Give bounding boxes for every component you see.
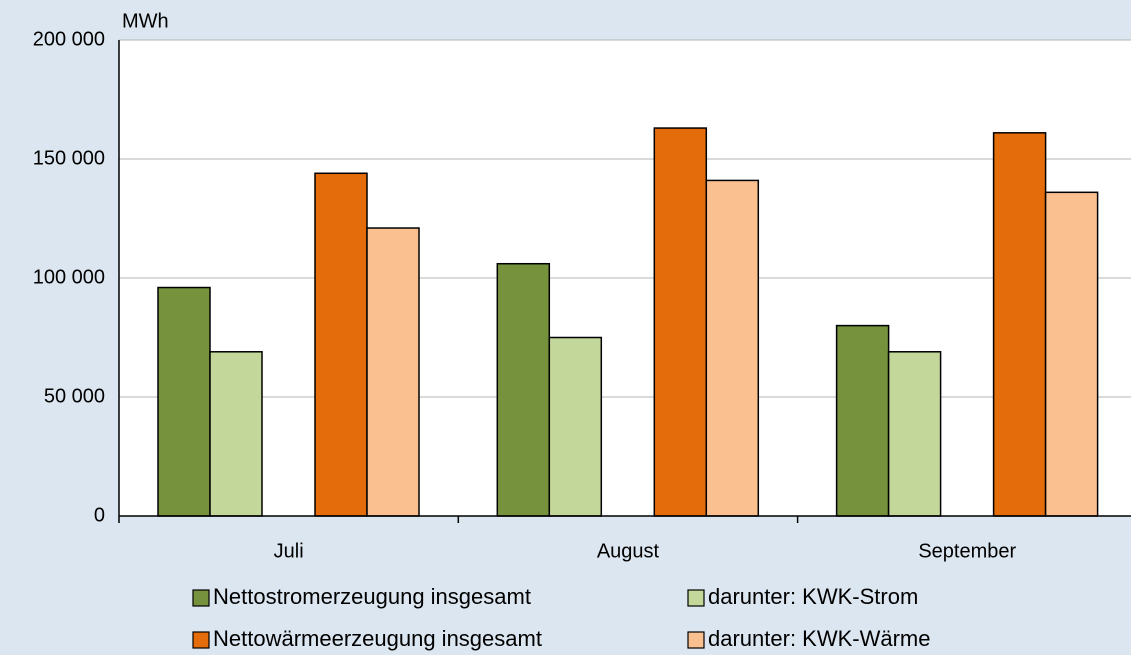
bar — [157, 286, 211, 517]
y-tick-label: 0 — [94, 504, 105, 526]
y-tick-label: 100 000 — [33, 266, 105, 288]
y-tick-label: 150 000 — [33, 147, 105, 169]
x-tick-label: August — [597, 540, 660, 562]
bar — [366, 227, 420, 517]
bar — [1044, 191, 1099, 517]
legend-swatch — [192, 631, 210, 649]
legend-label: Nettostromerzeugung insgesamt — [213, 584, 531, 609]
x-tick-label: September — [918, 540, 1016, 562]
bar — [548, 336, 603, 517]
y-tick-label: 200 000 — [33, 28, 105, 50]
bar — [835, 324, 890, 517]
legend-swatch — [192, 589, 210, 607]
y-axis-unit: MWh — [122, 10, 169, 32]
legend-swatch — [687, 589, 705, 607]
y-tick-label: 50 000 — [44, 385, 105, 407]
bar — [992, 132, 1047, 517]
bar — [653, 127, 708, 517]
bar — [209, 351, 263, 517]
bar — [887, 351, 942, 517]
x-tick-label: Juli — [274, 540, 304, 562]
bar — [705, 179, 760, 517]
bar — [496, 262, 551, 517]
bar — [314, 172, 368, 517]
legend-label: darunter: KWK-Strom — [708, 584, 918, 609]
legend-swatch — [687, 631, 705, 649]
legend-label: darunter: KWK-Wärme — [708, 626, 931, 651]
legend-label: Nettowärmeerzeugung insgesamt — [213, 626, 542, 651]
